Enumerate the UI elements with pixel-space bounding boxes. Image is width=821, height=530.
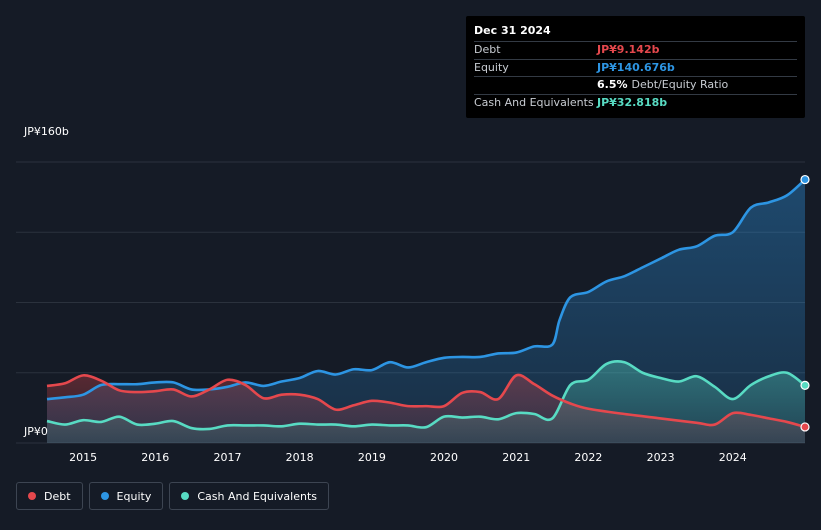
equity-dot-icon xyxy=(100,492,109,500)
debt-series-line xyxy=(46,373,806,429)
legend-item-equity[interactable]: Equity xyxy=(88,482,164,510)
debt-dot-icon xyxy=(28,492,36,500)
x-axis-ticks: 2015 2016 2017 2018 2019 2020 2021 2022 2023 2024 xyxy=(69,451,747,464)
cash-series-line xyxy=(46,360,806,431)
x-tick-label: 2015 xyxy=(69,451,97,464)
x-tick-label: 2022 xyxy=(574,451,602,464)
x-tick-label: 2018 xyxy=(286,451,314,464)
tooltip-equity-label: Equity xyxy=(474,60,509,74)
tooltip-ratio-value: 6.5% xyxy=(597,78,628,91)
legend-item-cash[interactable]: Cash And Equivalents xyxy=(169,482,329,510)
data-tooltip: Dec 31 2024 Debt JP¥9.142b Equity JP¥140… xyxy=(466,16,805,118)
cash-end-marker xyxy=(800,380,810,390)
x-tick-label: 2017 xyxy=(213,451,241,464)
y-axis-top-label: JP¥160b xyxy=(24,125,69,138)
tooltip-row-equity: Equity JP¥140.676b xyxy=(474,58,797,77)
equity-end-marker xyxy=(800,174,810,185)
tooltip-debt-label: Debt xyxy=(474,43,501,56)
y-axis-bottom-label: JP¥0 xyxy=(24,425,48,438)
tooltip-row-ratio: 6.5% Debt/Equity Ratio xyxy=(474,76,797,94)
tooltip-row-debt: Debt JP¥9.142b xyxy=(474,41,797,59)
tooltip-date: Dec 31 2024 xyxy=(474,24,551,37)
tooltip-row-cash: Cash And Equivalents JP¥32.818b xyxy=(474,93,797,112)
series-lines xyxy=(46,178,806,431)
legend-cash-label: Cash And Equivalents xyxy=(197,489,317,503)
tooltip-cash-value: JP¥32.818b xyxy=(597,95,668,109)
tooltip-ratio-label: Debt/Equity Ratio xyxy=(631,78,729,91)
x-tick-label: 2016 xyxy=(141,451,169,464)
x-tick-label: 2020 xyxy=(430,451,458,464)
tooltip-cash-label: Cash And Equivalents xyxy=(474,95,594,109)
tooltip-ratio-spacer xyxy=(474,77,597,94)
legend-item-debt[interactable]: Debt xyxy=(16,482,83,510)
x-tick-label: 2019 xyxy=(358,451,386,464)
tooltip-debt-value: JP¥9.142b xyxy=(597,43,660,56)
series-areas xyxy=(47,179,805,443)
equity-series-line xyxy=(46,178,806,401)
x-tick-label: 2021 xyxy=(502,451,530,464)
debt-end-marker xyxy=(800,422,810,432)
chart-legend: Debt Equity Cash And Equivalents xyxy=(16,482,329,510)
end-markers xyxy=(800,174,810,432)
x-tick-label: 2024 xyxy=(719,451,747,464)
legend-debt-label: Debt xyxy=(44,489,71,503)
cash-dot-icon xyxy=(181,492,190,500)
tooltip-equity-value: JP¥140.676b xyxy=(597,60,675,74)
x-tick-label: 2023 xyxy=(647,451,675,464)
legend-equity-label: Equity xyxy=(116,489,152,503)
